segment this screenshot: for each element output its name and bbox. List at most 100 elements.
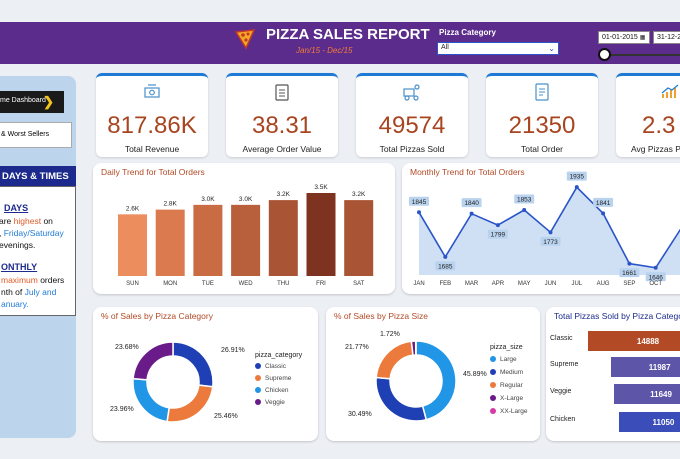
daily-bar-label: 3.2K <box>277 191 291 198</box>
report-date-range: Jan/15 - Dec/15 <box>296 46 353 55</box>
daily-bar-label: 3.2K <box>352 191 366 198</box>
legend-item-large: Large <box>490 356 517 363</box>
monthly-point <box>548 230 553 235</box>
pizzas-by-category-card: Total Pizzas Sold by Pizza Catego Classi… <box>546 307 680 441</box>
daily-bar <box>155 209 185 276</box>
money-icon <box>144 84 160 98</box>
size-pct-label: 1.72% <box>380 331 400 338</box>
kpi-label: Total Order <box>520 144 564 154</box>
daily-bar <box>231 204 261 276</box>
kpi-label: Total Pizzas Sold <box>379 144 445 154</box>
kpi-label: Average Order Value <box>242 144 322 154</box>
date-slider-track[interactable] <box>604 54 680 56</box>
monthly-x-tick: MAY <box>518 281 531 287</box>
kpi-value: 49574 <box>378 112 446 139</box>
date-start-field[interactable]: 01-01-2015 ▦ <box>598 31 650 44</box>
size-legend-title: pizza_size <box>490 344 523 351</box>
monthly-trend-card: Monthly Trend for Total Orders 1845 JAN 16… <box>402 163 680 294</box>
monthly-label-bg <box>514 194 535 204</box>
category-sales-title: % of Sales by Pizza Category <box>101 311 213 321</box>
date-slider-handle[interactable] <box>598 48 611 61</box>
pizza-icon <box>234 29 256 50</box>
order-list-icon <box>535 83 549 101</box>
monthly-data-label: 1853 <box>517 197 532 204</box>
monthly-label-bg <box>409 196 429 206</box>
hbar-bar: 11987 <box>611 357 680 377</box>
monthly-data-label: 1773 <box>543 239 558 246</box>
category-donut-chart <box>132 341 214 423</box>
legend-item-xx-large: XX-Large <box>490 408 527 415</box>
best-worst-sellers-button[interactable]: & Worst Sellers <box>0 122 72 148</box>
category-filter-label: Pizza Category <box>439 28 496 37</box>
daily-x-tick: SAT <box>353 281 365 287</box>
legend-item-veggie: Veggie <box>255 399 285 406</box>
pizzas-by-category-chart: Classic 14888 Supreme 11987 Veggie 11649 Chick… <box>546 307 680 441</box>
monthly-label-bg <box>540 236 561 246</box>
hbar-category-label: Chicken <box>550 416 576 423</box>
monthly-point <box>417 210 421 215</box>
daily-bar-label: 3.5K <box>314 184 328 191</box>
hbar-row: Classic 14888 <box>546 331 680 351</box>
monthly-data-label: 1845 <box>412 199 427 206</box>
legend-item-chicken: Chicken <box>255 387 288 394</box>
daily-x-tick: MON <box>163 281 177 287</box>
kpi-total-revenue: 817.86K Total Revenue <box>96 73 208 157</box>
days-heading: DAYS <box>4 203 29 213</box>
daily-bar <box>306 193 336 276</box>
monthly-line-3: anuary. <box>1 299 29 309</box>
monthly-line-2: nth of July and <box>1 287 57 297</box>
size-pct-label: 21.77% <box>345 344 369 351</box>
days-line-2: , Friday/Saturday <box>0 228 64 238</box>
daily-bar-label: 3.0K <box>201 196 215 203</box>
monthly-x-tick: FEB <box>439 281 451 287</box>
monthly-x-tick: OCT <box>649 281 662 287</box>
date-end-field[interactable]: 31-12-2 <box>653 31 680 44</box>
monthly-line-1: maximum orders <box>1 275 65 285</box>
daily-trend-title: Daily Trend for Total Orders <box>101 167 205 177</box>
delivery-icon <box>403 84 420 101</box>
monthly-heading: ONTHLY <box>1 262 38 272</box>
monthly-x-tick: JAN <box>413 281 424 287</box>
kpi-value: 817.86K <box>107 112 197 139</box>
kpi-value: 38.31 <box>251 112 313 139</box>
size-sales-title: % of Sales by Pizza Size <box>334 311 429 321</box>
date-start-value: 01-01-2015 <box>602 34 638 41</box>
legend-item-x-large: X-Large <box>490 395 523 402</box>
home-dashboard-label: me Dashboard <box>0 97 46 104</box>
donut-slice <box>132 341 174 381</box>
hbar-category-label: Supreme <box>550 361 579 368</box>
size-donut-chart <box>375 340 457 422</box>
hbar-row: Chicken 11050 <box>546 412 680 432</box>
monthly-data-label: 1799 <box>491 232 506 239</box>
daily-x-tick: THU <box>277 281 289 287</box>
daily-bar <box>344 200 374 276</box>
daily-bar-label: 2.8K <box>164 201 178 208</box>
monthly-point <box>443 254 448 259</box>
monthly-point <box>495 223 500 228</box>
days-line-1: are highest on <box>0 216 53 226</box>
days-times-title: DAYS & TIMES <box>0 166 76 186</box>
date-end-value: 31-12-2 <box>657 34 680 41</box>
monthly-point <box>574 185 579 190</box>
monthly-point <box>653 265 658 270</box>
category-filter-value: All <box>441 44 449 51</box>
category-filter-select[interactable]: All ⌄ <box>437 42 559 55</box>
monthly-label-bg <box>461 198 482 208</box>
monthly-x-tick: AUG <box>597 281 610 287</box>
daily-bar-label: 2.6K <box>126 205 140 212</box>
monthly-x-tick: MAR <box>465 281 479 287</box>
pizzas-by-category-title: Total Pizzas Sold by Pizza Catego <box>554 311 680 321</box>
report-header: PIZZA SALES REPORT Jan/15 - Dec/15 Pizza… <box>0 22 680 64</box>
kpi-avg-pizzas-per-order: 2.3 Avg Pizzas Pe <box>616 73 680 157</box>
chevron-down-icon: ⌄ <box>548 44 555 53</box>
daily-x-tick: TUE <box>202 281 214 287</box>
monthly-data-label: 1685 <box>438 263 453 270</box>
legend-item-regular: Regular <box>490 382 523 389</box>
home-dashboard-button[interactable]: me Dashboard ❯ <box>0 91 64 113</box>
calendar-icon: ▦ <box>639 35 646 41</box>
kpi-label: Total Revenue <box>124 144 180 154</box>
monthly-point <box>601 211 606 216</box>
monthly-trend-chart: 1845 JAN 1685 FEB 1840 MAR 1799 APR 1853 MAY 1773 J… <box>409 171 680 287</box>
hbar-bar: 14888 <box>588 331 680 351</box>
monthly-point <box>469 211 474 216</box>
